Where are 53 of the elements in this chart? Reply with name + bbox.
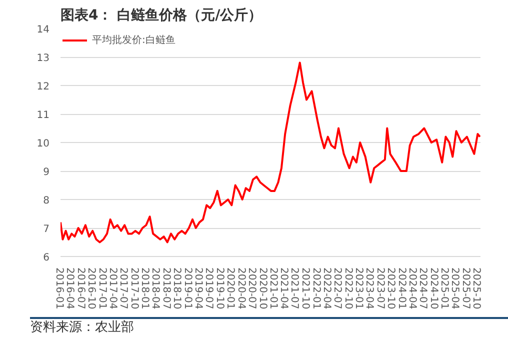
x-tick-label: 2024-01	[396, 268, 407, 310]
x-tick-label: 2020-04	[235, 268, 246, 310]
x-tick-label: 2019-01	[182, 268, 193, 310]
x-tick-label: 2018-01	[139, 268, 150, 310]
y-tick-label: 9	[43, 167, 50, 178]
x-tick-label: 2020-07	[246, 268, 257, 310]
x-tick-label: 2018-04	[150, 268, 161, 310]
x-tick-label: 2021-01	[268, 268, 279, 310]
x-tick-label: 2017-07	[118, 268, 129, 310]
x-tick-label: 2017-10	[128, 268, 140, 310]
x-tick-label: 2016-01	[54, 268, 64, 310]
y-tick-label: 12	[36, 82, 50, 92]
x-tick-label: 2025-10	[470, 268, 482, 310]
x-tick-label: 2025-04	[449, 268, 460, 310]
x-tick-label: 2016-07	[74, 268, 86, 310]
x-tick-label: 2021-10	[300, 268, 311, 310]
x-tick-label: 2025-07	[460, 268, 471, 310]
chart-title: 图表4： 白鲢鱼价格（元/公斤）	[60, 6, 262, 24]
x-tick-label: 2020-10	[256, 268, 268, 310]
x-tick-label: 2021-07	[288, 268, 300, 310]
x-tick-label: 2022-01	[310, 268, 322, 310]
x-tick-label: 2022-10	[342, 268, 354, 310]
y-tick-label: 10	[36, 138, 50, 150]
x-tick-label: 2019-04	[192, 268, 204, 310]
x-tick-label: 2017-04	[106, 268, 118, 310]
x-tick-label: 2021-04	[278, 268, 290, 310]
y-tick-label: 11	[36, 110, 50, 121]
x-tick-label: 2018-07	[160, 268, 172, 310]
x-tick-label: 2023-07	[374, 268, 386, 310]
y-tick-label: 8	[43, 196, 50, 206]
x-tick-label: 2024-07	[417, 268, 428, 310]
x-tick-label: 2022-04	[320, 268, 332, 310]
x-tick-label: 2016-04	[64, 268, 76, 310]
y-tick-label: 13	[36, 53, 50, 64]
text: 资料来源：农业部	[30, 319, 134, 337]
x-tick-label: 2019-07	[203, 268, 214, 310]
x-tick-label: 2023-04	[364, 268, 375, 310]
y-tick-label: 6	[43, 252, 50, 264]
legend-label: 平均批发价:白鲢鱼	[92, 34, 176, 47]
x-tick-label: 2025-01	[438, 268, 450, 310]
x-tick-label: 2024-10	[428, 268, 439, 310]
x-tick-label: 2023-01	[353, 268, 364, 310]
x-tick-label: 2017-01	[96, 268, 108, 310]
x-tick-label: 2022-07	[332, 268, 343, 310]
x-tick-label: 2019-10	[214, 268, 225, 310]
x-tick-label: 2020-01	[224, 268, 236, 310]
x-tick-label: 2024-04	[406, 268, 418, 310]
x-tick-label: 2016-10	[86, 268, 97, 310]
line-series	[60, 62, 480, 244]
y-tick-label: 14	[36, 24, 50, 36]
y-tick-label: 7	[43, 224, 50, 235]
x-tick-label: 2023-10	[385, 268, 396, 310]
x-tick-label: 2018-10	[171, 268, 182, 310]
